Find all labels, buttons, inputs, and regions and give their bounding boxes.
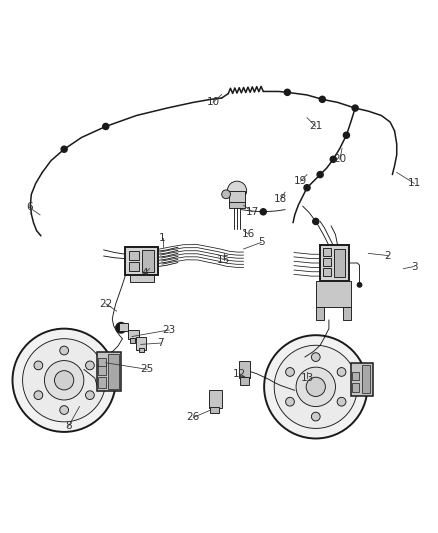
Bar: [98, 377, 106, 387]
Bar: [351, 383, 358, 392]
Bar: [350, 363, 372, 395]
Bar: [125, 247, 158, 275]
Bar: [315, 280, 350, 307]
Circle shape: [85, 361, 94, 370]
Circle shape: [102, 124, 109, 130]
Bar: [129, 251, 138, 260]
Text: 6: 6: [26, 203, 32, 213]
Circle shape: [260, 209, 266, 215]
Bar: [97, 352, 121, 391]
Bar: [240, 377, 248, 385]
Text: 23: 23: [162, 325, 175, 335]
Circle shape: [264, 335, 367, 439]
Circle shape: [284, 89, 290, 95]
Circle shape: [60, 406, 68, 415]
Bar: [333, 248, 344, 277]
Bar: [129, 262, 138, 271]
Text: 5: 5: [257, 237, 264, 247]
Circle shape: [54, 370, 74, 390]
Circle shape: [357, 282, 361, 287]
Bar: [361, 365, 370, 393]
Text: 2: 2: [384, 251, 390, 261]
Circle shape: [305, 377, 325, 397]
Circle shape: [285, 368, 294, 376]
Circle shape: [303, 184, 309, 191]
Text: 10: 10: [206, 98, 219, 107]
Circle shape: [336, 397, 345, 406]
Circle shape: [343, 132, 349, 138]
Circle shape: [116, 322, 126, 333]
Bar: [315, 307, 323, 320]
Circle shape: [336, 368, 345, 376]
Bar: [322, 248, 330, 256]
Circle shape: [312, 219, 318, 224]
Bar: [108, 354, 119, 389]
Circle shape: [34, 391, 42, 400]
Text: 25: 25: [140, 365, 154, 374]
Circle shape: [316, 172, 322, 177]
Circle shape: [12, 329, 116, 432]
Circle shape: [285, 397, 294, 406]
Text: 22: 22: [99, 298, 112, 309]
Text: 8: 8: [65, 421, 72, 431]
Circle shape: [274, 345, 357, 429]
Bar: [239, 361, 250, 378]
Bar: [136, 337, 146, 350]
Circle shape: [295, 367, 335, 407]
Circle shape: [351, 105, 357, 111]
Bar: [127, 330, 138, 338]
Bar: [119, 324, 128, 332]
Bar: [130, 338, 135, 343]
Text: 13: 13: [300, 373, 313, 383]
Circle shape: [311, 353, 319, 361]
Bar: [322, 268, 330, 276]
Circle shape: [318, 96, 325, 102]
Bar: [319, 246, 348, 280]
Bar: [142, 250, 154, 272]
Circle shape: [34, 361, 42, 370]
Text: 18: 18: [273, 193, 287, 204]
Circle shape: [44, 361, 84, 400]
Text: 26: 26: [186, 413, 199, 423]
Text: 21: 21: [308, 122, 321, 132]
Circle shape: [22, 338, 106, 422]
Circle shape: [61, 146, 67, 152]
Bar: [229, 202, 244, 208]
Circle shape: [221, 190, 230, 199]
Text: 12: 12: [232, 369, 245, 379]
Circle shape: [311, 412, 319, 421]
Text: 15: 15: [217, 255, 230, 265]
Text: 19: 19: [293, 176, 307, 186]
Bar: [210, 407, 219, 413]
Circle shape: [212, 408, 216, 413]
Bar: [229, 191, 244, 203]
Circle shape: [227, 181, 246, 200]
Bar: [98, 358, 106, 366]
Text: 7: 7: [157, 338, 163, 348]
Bar: [322, 258, 330, 266]
Bar: [342, 307, 350, 320]
Circle shape: [85, 391, 94, 400]
Bar: [98, 364, 106, 375]
Text: 16: 16: [241, 229, 254, 239]
Bar: [139, 349, 144, 352]
Circle shape: [329, 156, 336, 163]
Text: 20: 20: [332, 154, 346, 164]
Bar: [208, 390, 221, 408]
Text: 11: 11: [407, 179, 420, 188]
Text: 17: 17: [245, 207, 258, 217]
Text: 4: 4: [141, 268, 148, 278]
Text: 1: 1: [159, 233, 166, 243]
Circle shape: [60, 346, 68, 355]
Text: 3: 3: [410, 262, 417, 271]
Bar: [130, 275, 153, 282]
Bar: [351, 372, 358, 380]
